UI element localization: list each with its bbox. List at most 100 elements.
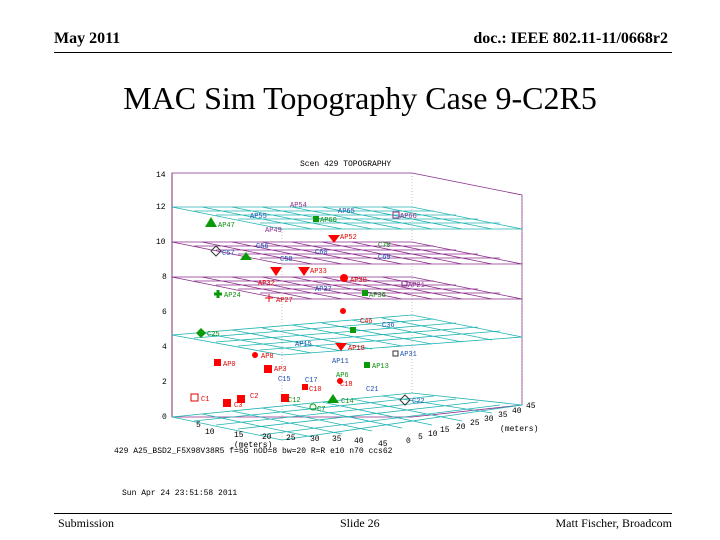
node-label: AP60 [320,217,337,225]
client-marker [210,245,222,257]
x-tick: 35 [332,435,342,444]
footer-rule [54,513,672,514]
node-label: AP13 [372,363,389,371]
node-label: AP27 [276,297,293,305]
y-axis: 0 5 10 15 20 25 30 35 40 45 (meters) [406,402,538,446]
node-label: C36 [382,322,395,330]
z-tick: 12 [156,203,166,212]
ap-marker [328,235,340,243]
node-label: AP52 [340,234,357,242]
header-date: May 2011 [54,30,121,47]
y-tick: 5 [418,433,423,442]
node-label: AP24 [224,292,241,300]
topography-plot: .t { font-family:"Liberation Mono", mono… [114,160,538,498]
plot-title: Scen 429 TOPOGRAPHY [300,160,391,169]
ap-marker [252,352,258,358]
z-tick: 0 [162,413,167,422]
ap-marker [337,378,343,384]
ap-marker [205,217,217,227]
ap-marker [270,267,282,276]
client-marker [401,280,408,287]
ap-marker [362,290,368,296]
x-tick: 15 [234,431,244,440]
client-marker [309,403,317,411]
node-label: AP6 [336,372,349,380]
node-label: C12 [288,397,301,405]
node-label: C10 [309,386,322,394]
ap-marker [196,328,206,338]
ap-marker [313,216,319,222]
node-label: C17 [305,377,318,385]
x-tick: 45 [378,440,388,449]
y-tick: 45 [526,402,536,411]
ap-marker [340,274,348,282]
ap-marker [223,399,231,407]
node-label: C56 [256,243,269,251]
x-tick: 5 [196,421,201,430]
client-marker [392,211,400,219]
ap-marker [350,327,356,333]
node-label: AP65 [338,208,355,216]
ap-marker [281,394,289,402]
node-label: AP3 [274,366,287,374]
footer-slide-number: Slide 26 [340,516,380,530]
z-axis: 0 2 4 6 8 10 12 14 [156,171,173,422]
y-tick: 20 [456,423,466,432]
y-tick: 15 [440,426,450,435]
param-line: 429 A25_BSD2_F5X98V38R5 f=5G nOD=8 bw=20… [114,447,393,456]
node-label: AP15 [295,341,312,349]
y-tick: 40 [512,407,522,416]
node-label: C69 [378,254,391,262]
ap-marker [340,308,346,314]
y-tick: 0 [406,437,411,446]
node-label: C57 [222,250,235,258]
x-tick: 25 [286,434,296,443]
y-tick: 30 [484,415,494,424]
node-label: AP49 [265,227,282,235]
node-label: C14 [341,398,354,406]
y-axis-label: (meters) [500,425,538,434]
node-label: AP33 [310,268,327,276]
ap-marker [214,290,222,298]
header-rule [54,52,672,53]
ap-marker [335,343,347,351]
z-tick: 8 [162,273,167,282]
ap-marker [298,267,310,276]
node-label: C1 [201,396,209,404]
client-marker [392,350,399,357]
client-marker [190,393,199,402]
ap-marker [364,362,370,368]
x-tick: 10 [205,428,215,437]
slide-title: MAC Sim Topography Case 9-C2R5 [123,80,597,116]
node-label: AP0 [223,361,236,369]
node-label: C21 [366,386,379,394]
y-tick: 35 [498,411,508,420]
ap-marker [327,394,339,403]
z-tick: 4 [162,343,167,352]
node-label: C70 [378,242,391,250]
node-label: C15 [278,376,291,384]
x-axis-label: (meters) [234,441,272,450]
node-label: C22 [412,398,425,406]
footer-author: Matt Fischer, Broadcom [555,516,673,530]
ap-marker [264,365,272,373]
node-label: C2 [250,393,258,401]
node-label: AP8 [261,353,274,361]
node-label: C25 [207,331,220,339]
node-label: AP47 [218,222,235,230]
node-label: AP55 [250,213,267,221]
node-label: C46 [360,318,373,326]
z-tick: 10 [156,238,166,247]
ap-marker [214,359,221,366]
timestamp: Sun Apr 24 23:51:58 2011 [122,489,237,498]
node-label: AP66 [400,213,417,221]
z-tick: 14 [156,171,166,180]
node-label: AP32 [258,280,275,288]
node-label: AP18 [348,345,365,353]
node-label: C3 [234,402,242,410]
node-label: AP30 [350,277,367,285]
header-doc-id: doc.: IEEE 802.11-11/0668r2 [473,30,668,47]
node-label: AP54 [290,202,307,210]
node-label: AP21 [408,282,425,290]
ap-marker [237,395,245,403]
